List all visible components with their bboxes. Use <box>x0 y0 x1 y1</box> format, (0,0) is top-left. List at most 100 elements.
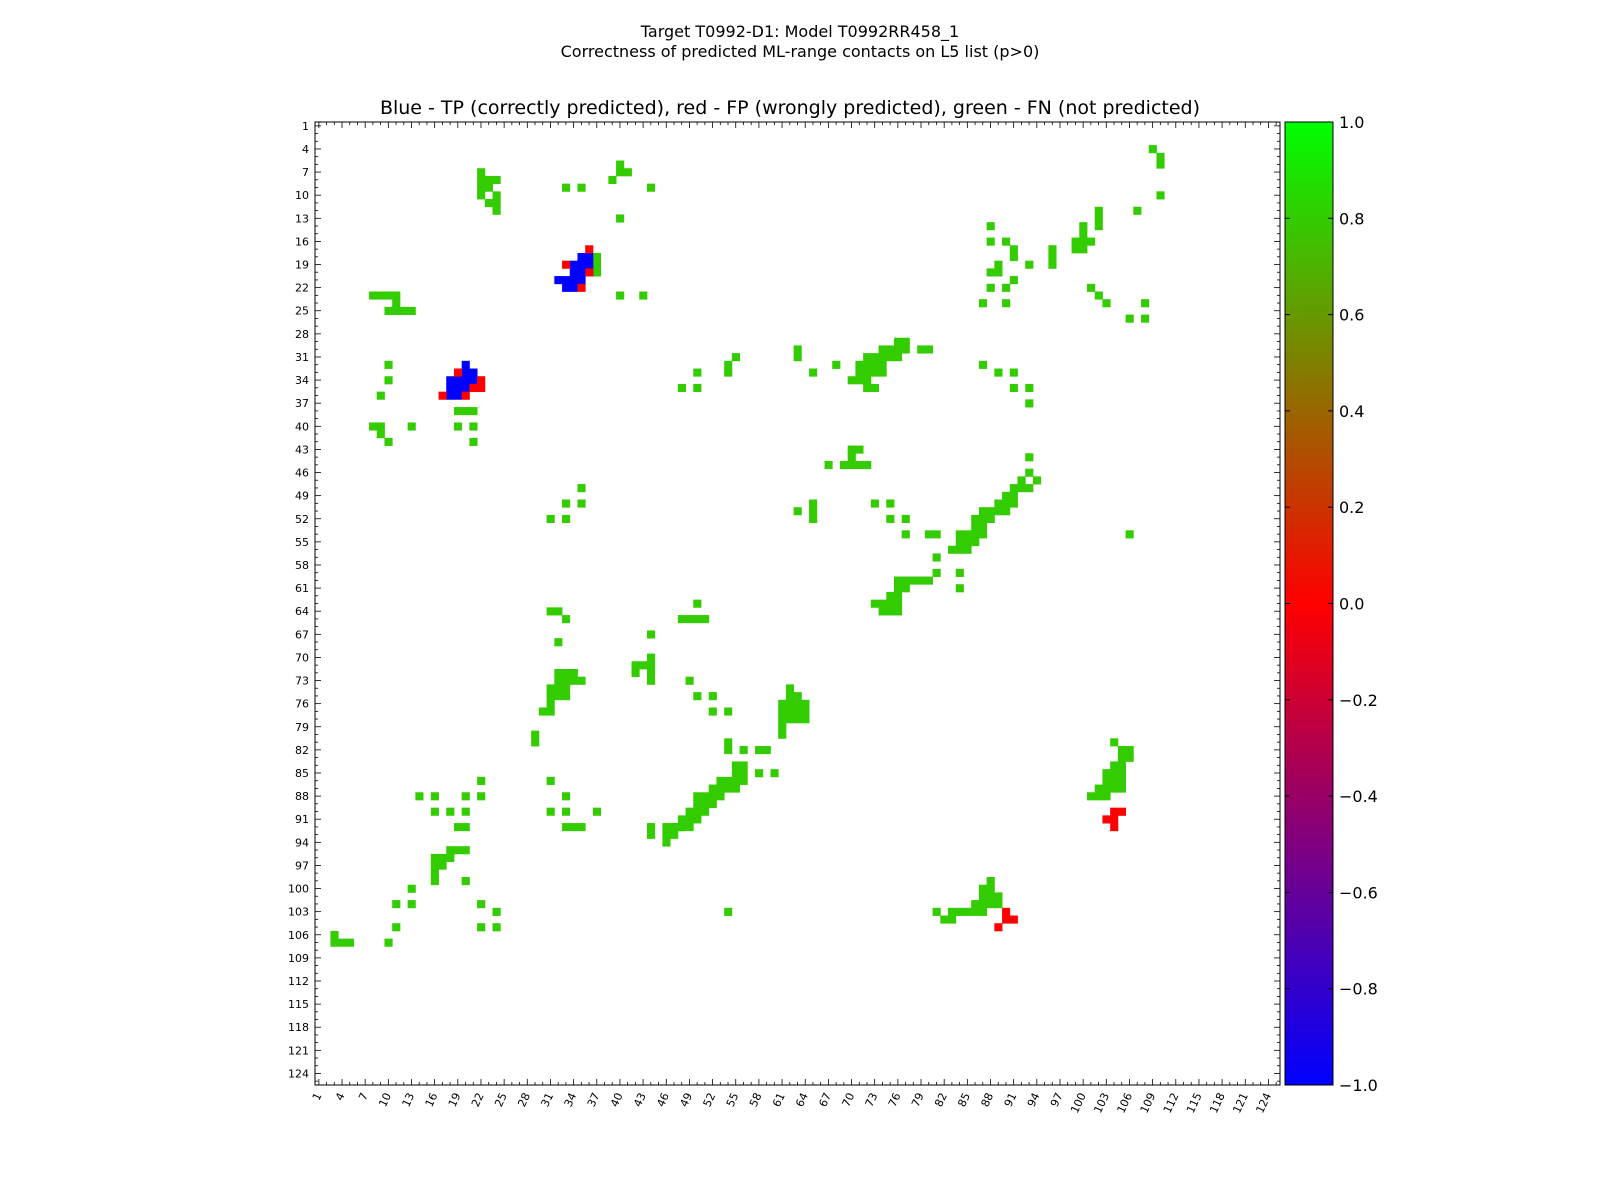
contact-cell-fn <box>430 853 455 862</box>
x-tick-label: 118 <box>1207 1091 1228 1116</box>
contact-cell-fn <box>477 183 493 192</box>
contact-cell-fn <box>1094 206 1103 215</box>
contact-cell-fn <box>616 214 625 223</box>
y-tick-label: 124 <box>288 1067 309 1080</box>
contact-cell-fn <box>778 699 810 708</box>
contact-cell-fn <box>886 499 895 508</box>
contact-cell-fn <box>685 676 694 685</box>
contact-cell-fn <box>608 175 617 185</box>
contact-cell-fn <box>646 183 656 192</box>
contact-cell-fn <box>546 684 571 693</box>
contact-cell-fn <box>901 514 910 523</box>
contact-cell-fn <box>731 761 748 770</box>
contact-cell-fn <box>1156 152 1165 161</box>
contact-cell-fn <box>693 692 702 701</box>
colorbar-ticks: 1.0 0.8 0.6 0.4 0.2 0.0 −0.2 −0.4 −0.6 −0.8 −1.0 <box>1285 113 1378 1095</box>
x-tick-label: 100 <box>1068 1091 1089 1116</box>
contact-cell-tp <box>554 276 586 285</box>
x-tick-label: 94 <box>1025 1091 1043 1109</box>
contact-cell-fn <box>1133 206 1142 215</box>
contact-cell-fn <box>986 222 995 231</box>
contact-cell-fn <box>894 584 910 593</box>
y-tick-label: 34 <box>295 374 309 387</box>
contact-cell-fn <box>330 930 339 940</box>
contact-cell-fn <box>477 792 486 801</box>
contact-cell-fn <box>739 746 748 755</box>
x-tick-label: 67 <box>816 1091 834 1109</box>
contact-cell-fn <box>1079 222 1088 231</box>
y-tick-label: 40 <box>295 420 309 433</box>
contact-cell-tp <box>569 268 594 277</box>
y-tick-label: 10 <box>295 189 309 202</box>
contact-cell-fn <box>693 383 702 393</box>
contact-cell-fn <box>778 715 810 724</box>
x-tick-label: 109 <box>1138 1091 1159 1116</box>
contact-cell-fn <box>1117 746 1134 755</box>
contact-cell-fn <box>986 268 1003 277</box>
contact-cell-fn <box>724 907 733 916</box>
y-tick-label: 94 <box>295 836 309 849</box>
contact-cell-fp <box>1102 815 1111 824</box>
contact-cell-fn <box>646 676 656 685</box>
y-tick-label: 82 <box>295 744 309 757</box>
y-tick-label: 103 <box>288 906 309 919</box>
y-tick-label: 70 <box>295 651 309 664</box>
contact-cell-fn <box>546 807 555 816</box>
contact-cell-fn <box>392 900 401 909</box>
contact-cell-fn <box>708 707 717 716</box>
y-tick-label: 31 <box>295 351 309 364</box>
contact-cell-fp <box>1110 815 1119 824</box>
contact-cell-fn <box>461 792 470 801</box>
contact-cell-fn <box>639 291 648 300</box>
contact-cell-fn <box>1102 776 1126 785</box>
contact-cell-fn <box>1009 383 1018 393</box>
contact-cell-fn <box>492 191 501 200</box>
contact-cell-fn <box>894 337 910 346</box>
contact-cell-fp <box>469 383 486 393</box>
colorbar-tick-label: −1.0 <box>1339 1076 1378 1095</box>
contact-cell-fn <box>708 784 740 793</box>
contact-cell-fn <box>1002 237 1011 246</box>
contact-cell-fn <box>538 707 555 716</box>
contact-cell-fn <box>477 900 486 909</box>
x-tick-label: 82 <box>932 1091 950 1109</box>
y-tick-label: 19 <box>295 259 309 272</box>
x-tick-label: 115 <box>1184 1091 1205 1116</box>
contact-cell-fn <box>832 360 841 369</box>
colorbar-tick-label: −0.6 <box>1339 883 1378 902</box>
x-tick-label: 58 <box>747 1091 765 1109</box>
x-tick-label: 46 <box>654 1091 672 1109</box>
contact-cell-fn <box>778 722 787 732</box>
contact-cell-fn <box>569 668 578 678</box>
contact-cell-fn <box>392 299 401 308</box>
contact-cell-fn <box>693 368 702 377</box>
contact-cell-fn <box>716 776 748 785</box>
x-tick-label: 124 <box>1253 1091 1274 1116</box>
contact-cell-fn <box>384 437 393 446</box>
contact-cell-fn <box>847 445 864 454</box>
x-tick-label: 121 <box>1230 1091 1251 1116</box>
contact-cell-fn <box>453 422 463 431</box>
contact-cell-fn <box>1087 283 1096 292</box>
contact-cell-fn <box>407 900 416 909</box>
colorbar-tick-label: −0.4 <box>1339 787 1378 806</box>
contact-cell-fn <box>415 792 424 801</box>
contact-cell-fn <box>1141 299 1150 308</box>
contact-cell-fp <box>477 376 486 385</box>
contact-cell-fn <box>631 668 640 678</box>
colorbar-tick-label: 0.8 <box>1339 209 1364 228</box>
contact-cell-fn <box>855 360 887 369</box>
contact-cell-fn <box>399 306 416 315</box>
contact-cell-fn <box>554 668 571 678</box>
contact-cell-fn <box>546 514 555 523</box>
figure-title-line2: Correctness of predicted ML-range contac… <box>560 42 1040 61</box>
y-axis-tick-labels: 1 4 7 10 13 16 19 22 25 28 31 34 37 40 43 46 49 52 55 58 61 6… <box>288 120 309 1081</box>
x-tick-label: 16 <box>423 1091 441 1109</box>
contact-cell-fn <box>932 568 941 577</box>
contact-cell-fn <box>894 353 903 362</box>
contact-cell-fn <box>376 430 385 439</box>
contact-cell-fn <box>531 738 540 747</box>
contact-cell-fn <box>369 422 385 431</box>
contact-cell-fn <box>453 823 470 832</box>
contact-cell-fn <box>785 684 795 693</box>
